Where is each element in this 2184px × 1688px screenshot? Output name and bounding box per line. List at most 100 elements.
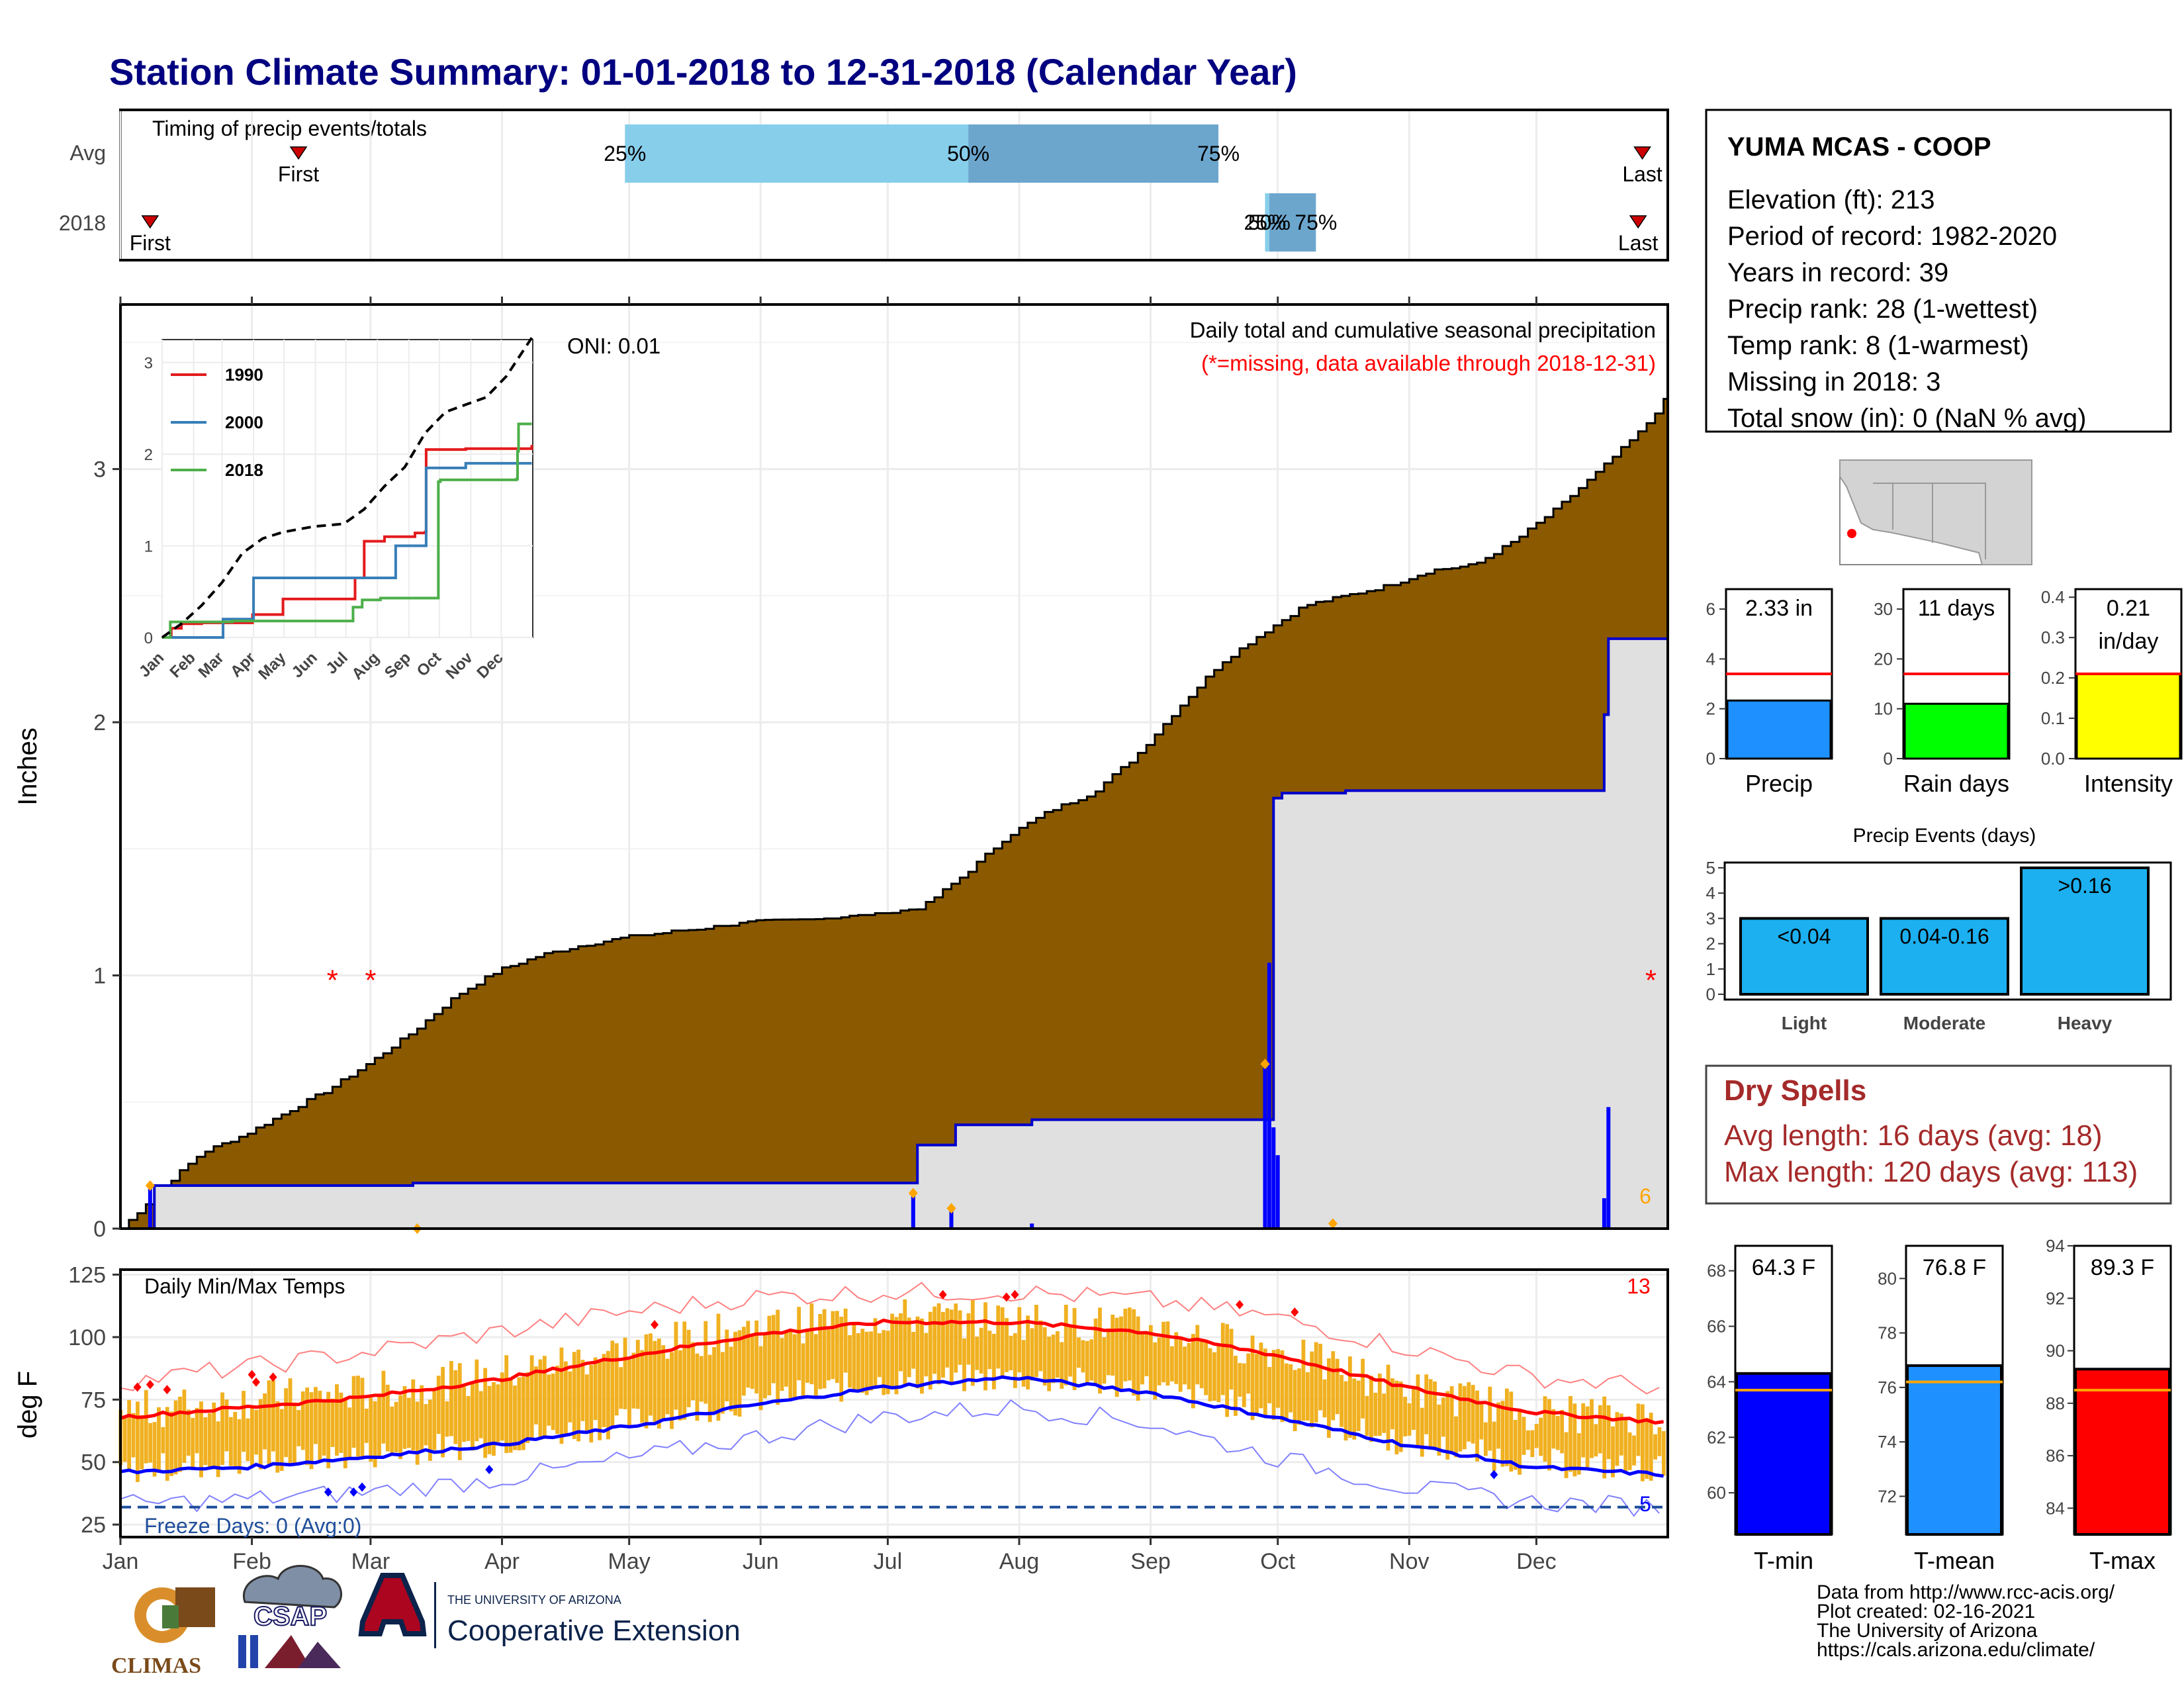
timing-avg-last-label: Last [1622,162,1662,186]
daily-temp-bar [733,1331,737,1416]
daily-temp-bar [1026,1315,1030,1390]
temp-ytick: 76 [1878,1378,1897,1397]
daily-temp-bar [983,1302,987,1391]
temp-ytick: 86 [2046,1446,2065,1466]
daily-temp-bar [1581,1403,1586,1458]
daily-temp-bar [314,1387,318,1444]
daily-temp-bar [1000,1307,1005,1379]
record-high-marker [1291,1307,1299,1317]
daily-temp-bar [471,1383,475,1451]
daily-temp-bar [568,1371,572,1423]
station-elevation: Elevation (ft): 213 [1727,185,1935,214]
daily-temp-bar [716,1313,721,1421]
daily-temp-bar [598,1362,602,1440]
inset-legend-label: 2000 [225,412,263,432]
daily-temp-bar [924,1333,929,1377]
daily-temp-bar [767,1315,772,1395]
daily-temp-bar [585,1374,589,1432]
daily-temp-bar [911,1331,916,1369]
station-years: Years in record: 39 [1727,258,1948,287]
daily-temp-bar [402,1386,407,1449]
daily-temp-bar [1017,1307,1022,1373]
inset-series-2018 [162,422,532,639]
daily-temp-bar [224,1399,229,1452]
timing-row-2018: 2018 [59,211,106,235]
daily-temp-bar [776,1309,780,1405]
daily-temp-bar [1572,1403,1577,1477]
daily-temp-bar [725,1329,729,1401]
daily-temp-bar [1518,1409,1522,1475]
temp-ytick: 75 [81,1387,106,1413]
year-cumulative-area [120,638,1668,1229]
daily-temp-bar [758,1346,763,1411]
daily-temp-bar [1021,1340,1026,1387]
daily-temp-bar [572,1352,576,1439]
station-missing: Missing in 2018: 3 [1727,367,1940,397]
summary-ytick: 4 [1706,649,1715,669]
daily-temp-bar [1594,1424,1598,1457]
daily-temp-bar [415,1401,420,1465]
daily-temp-bar [771,1315,776,1383]
daily-temp-bar [1111,1315,1115,1376]
daily-temp-bar [1085,1340,1089,1385]
daily-temp-bar [686,1329,691,1407]
daily-temp-bar [1246,1353,1251,1394]
temp-ytick: 90 [2046,1341,2065,1361]
daily-temp-bar [513,1385,517,1450]
climas-text: CLIMAS [111,1654,201,1678]
inset-ytick: 3 [144,355,153,373]
summary-value: 11 days [1918,596,1995,621]
daily-temp-bar [322,1401,326,1456]
daily-temp-bar [203,1417,208,1466]
daily-temp-bar [996,1305,1001,1369]
events-bin-label: <0.04 [1778,924,1831,948]
record-low-marker [324,1487,332,1497]
daily-temp-bar [1161,1321,1165,1383]
summary-ytick: 6 [1706,599,1715,619]
timing-2018-first-marker [141,215,159,229]
daily-temp-bar [1606,1405,1611,1460]
daily-temp-bar [1449,1386,1454,1454]
daily-temp-bar [1220,1323,1225,1395]
daily-temp-bar [542,1356,547,1436]
daily-temp-bar [576,1349,580,1442]
daily-temp-bar [877,1333,882,1378]
daily-temp-bar [220,1392,224,1465]
footer-line-4: https://cals.arizona.edu/climate/ [1817,1639,2095,1661]
csap-text: CSAP [253,1602,327,1631]
summary-value: 0.21 [2107,596,2150,621]
daily-temp-bar [1615,1412,1619,1466]
footer: CLIMAS CSAP THE UNIVERSITY OF ARIZONA Co… [111,1565,2115,1678]
summary-value-unit: in/day [2099,629,2159,654]
inset-ytick: 2 [144,446,153,464]
daily-temp-bar [1590,1399,1594,1458]
daily-temp-bar [165,1407,169,1481]
precip-event-marker [1328,1218,1338,1229]
summary-ytick: 0.4 [2041,587,2065,607]
inset-ytick: 1 [144,538,153,556]
events-category-label: Light [1782,1013,1827,1033]
daily-temp-bar [797,1307,801,1381]
daily-temp-bar [449,1361,453,1436]
daily-temp-bar [1437,1404,1441,1456]
daily-temp-bar [852,1321,856,1390]
summary-ytick: 10 [1874,699,1893,719]
daily-temp-bar [351,1376,356,1448]
daily-temp-bar [1547,1399,1551,1471]
daily-temp-bar [780,1338,784,1391]
temp-ylabel: deg F [13,1371,42,1438]
daily-temp-bar [377,1396,381,1458]
daily-temp-bar [1047,1336,1051,1391]
timing-avg-50-75-bar [968,124,1219,183]
daily-temp-bar [406,1397,411,1448]
daily-temp-bar [500,1372,504,1441]
daily-temp-bar [606,1350,610,1440]
precip-ytick: 2 [93,710,106,735]
daily-temp-bar [478,1391,483,1438]
daily-temp-bar [390,1406,394,1454]
daily-temp-bar [242,1391,246,1452]
daily-temp-bar [1462,1385,1467,1450]
daily-temp-bar [1280,1350,1285,1423]
timing-avg-pct-label: 25% [604,142,646,165]
daily-temp-bar [1479,1401,1484,1440]
